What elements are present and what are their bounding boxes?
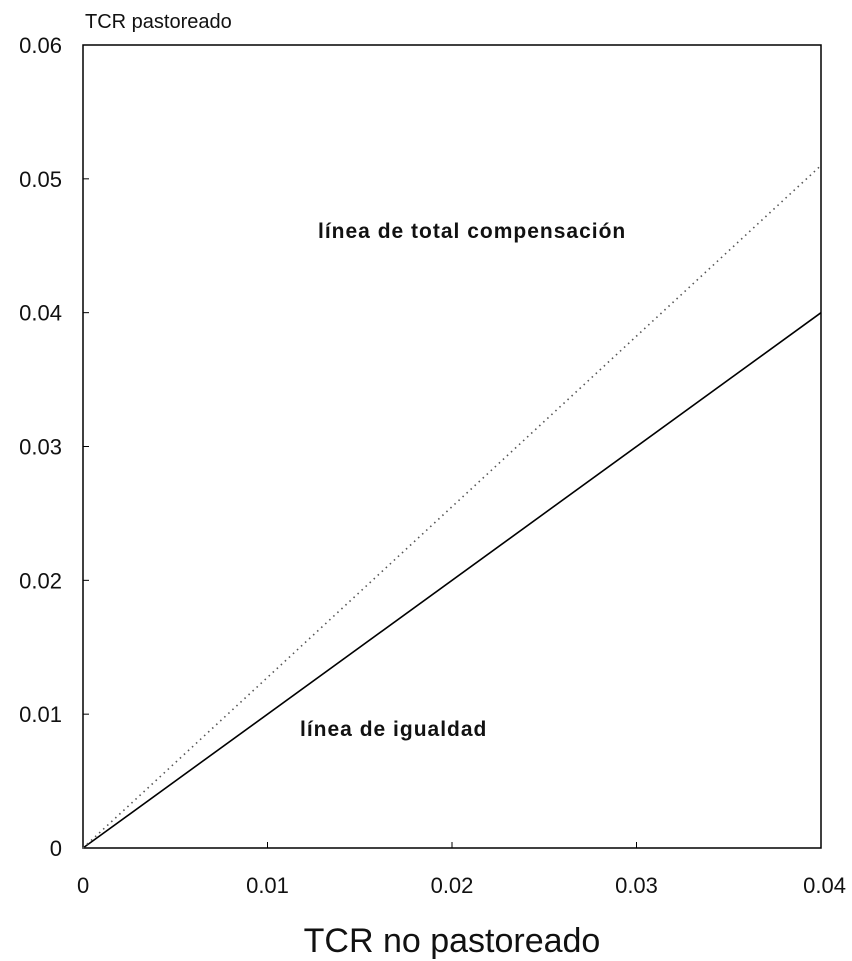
y-tick-label: 0.02 xyxy=(19,568,62,593)
x-tick-label: 0 xyxy=(77,873,89,898)
y-tick-label: 0.06 xyxy=(19,33,62,58)
y-tick-label: 0.04 xyxy=(19,301,62,326)
series-group xyxy=(82,164,822,849)
x-tick-label: 0.01 xyxy=(246,873,289,898)
y-tick-label: 0 xyxy=(50,836,62,861)
x-tick-label: 0.02 xyxy=(431,873,474,898)
y-tick-label: 0.01 xyxy=(19,702,62,727)
series-line-total-compensacion xyxy=(82,164,822,849)
y-tick-label: 0.05 xyxy=(19,167,62,192)
annotation-igualdad: línea de igualdad xyxy=(300,718,487,741)
annotation-total-compensacion: línea de total compensación xyxy=(318,220,626,243)
ticks-group: 0 0.01 0.02 0.03 0.04 0.05 0.06 0 0.01 0.02 0.03 0.… xyxy=(19,33,846,898)
y-tick-label: 0.03 xyxy=(19,435,62,460)
y-axis-title: TCR pastoreado xyxy=(85,11,232,33)
x-tick-label: 0.03 xyxy=(615,873,658,898)
x-axis-title: TCR no pastoreado xyxy=(304,922,601,960)
series-line-igualdad xyxy=(82,312,822,849)
x-tick-label: 0.04 xyxy=(803,873,846,898)
